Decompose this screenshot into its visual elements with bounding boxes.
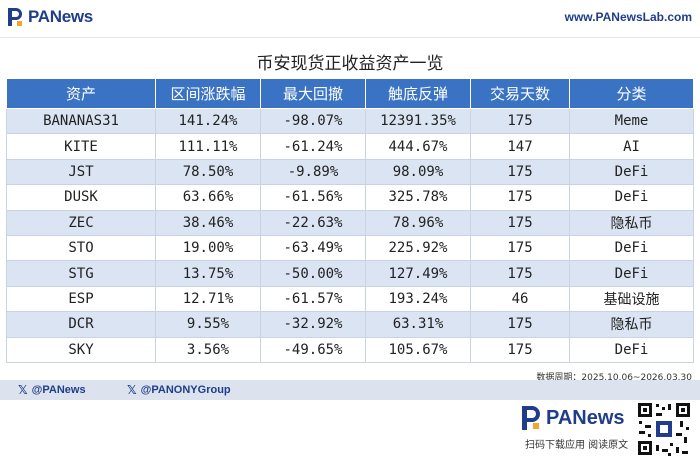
data-period-note: 数据周期：2025.10.06~2026.03.30 — [536, 373, 692, 383]
cell-max-drawdown: -61.56% — [260, 184, 366, 211]
cell-asset: ESP — [6, 285, 156, 313]
col-header-trading-days: 交易天数 — [470, 78, 570, 109]
cell-trading-days: 175 — [470, 209, 570, 236]
cell-max-drawdown: -50.00% — [260, 260, 366, 287]
cell-asset: DCR — [6, 311, 156, 338]
logo-text: PANews — [546, 406, 625, 429]
table-header-row: 资产 区间涨跌幅 最大回撤 触底反弹 交易天数 分类 — [6, 78, 694, 109]
cell-max-drawdown: -98.07% — [260, 107, 366, 135]
cell-asset: STO — [6, 234, 156, 262]
cell-range-change: 19.00% — [155, 234, 261, 262]
cell-max-drawdown: -22.63% — [260, 209, 366, 236]
cell-range-change: 12.71% — [155, 285, 261, 313]
cell-asset: STG — [6, 260, 156, 287]
cell-rebound: 98.09% — [365, 158, 471, 186]
site-url[interactable]: www.PANewsLab.com — [564, 10, 692, 24]
cell-rebound: 325.78% — [365, 184, 471, 211]
panews-logo-icon — [522, 406, 540, 430]
col-header-rebound: 触底反弹 — [365, 78, 471, 109]
social-panony[interactable]: 𝕏 @PANONYGroup — [127, 383, 231, 397]
header-bar: PANews www.PANewsLab.com — [0, 0, 700, 38]
social-panews[interactable]: 𝕏 @PANews — [18, 383, 86, 397]
qr-code-icon[interactable] — [636, 401, 692, 457]
cell-rebound: 12391.35% — [365, 107, 471, 135]
panews-logo-icon — [8, 8, 22, 26]
cell-trading-days: 175 — [470, 336, 570, 363]
cell-asset: SKY — [6, 336, 156, 363]
cell-category: Meme — [569, 107, 694, 135]
cell-asset: ZEC — [6, 209, 156, 236]
cell-max-drawdown: -9.89% — [260, 158, 366, 186]
cell-max-drawdown: -32.92% — [260, 311, 366, 338]
cell-rebound: 63.31% — [365, 311, 471, 338]
panews-logo[interactable]: PANews — [6, 6, 93, 28]
cell-rebound: 225.92% — [365, 234, 471, 262]
app-tagline: 扫码下载应用 阅读原文 — [525, 440, 629, 451]
footer-bar — [0, 380, 700, 400]
cell-category: DeFi — [569, 158, 694, 186]
cell-trading-days: 175 — [470, 158, 570, 186]
logo-text: PANews — [28, 7, 93, 26]
cell-trading-days: 175 — [470, 107, 570, 135]
x-icon: 𝕏 — [18, 383, 28, 397]
cell-trading-days: 175 — [470, 260, 570, 287]
cell-rebound: 127.49% — [365, 260, 471, 287]
cell-rebound: 444.67% — [365, 133, 471, 160]
cell-max-drawdown: -61.24% — [260, 133, 366, 160]
x-icon: 𝕏 — [127, 383, 137, 397]
cell-asset: JST — [6, 158, 156, 186]
cell-category: DeFi — [569, 184, 694, 211]
cell-range-change: 78.50% — [155, 158, 261, 186]
cell-range-change: 111.11% — [155, 133, 261, 160]
cell-max-drawdown: -63.49% — [260, 234, 366, 262]
social-handle: @PANONYGroup — [140, 384, 231, 396]
cell-category: 隐私币 — [569, 311, 694, 338]
social-handle: @PANews — [31, 384, 86, 396]
cell-asset: BANANAS31 — [6, 107, 156, 135]
cell-category: DeFi — [569, 336, 694, 363]
assets-table: 资产 区间涨跌幅 最大回撤 触底反弹 交易天数 分类 BANANAS31 141… — [6, 78, 694, 363]
table-row: SKY 3.56% -49.65% 105.67% 175 DeFi — [6, 336, 694, 363]
table-row: BANANAS31 141.24% -98.07% 12391.35% 175 … — [6, 107, 694, 135]
cell-range-change: 63.66% — [155, 184, 261, 211]
cell-trading-days: 175 — [470, 234, 570, 262]
col-header-range-change: 区间涨跌幅 — [155, 78, 261, 109]
cell-range-change: 141.24% — [155, 107, 261, 135]
cell-category: DeFi — [569, 260, 694, 287]
table-row: STG 13.75% -50.00% 127.49% 175 DeFi — [6, 260, 694, 287]
col-header-max-drawdown: 最大回撤 — [260, 78, 366, 109]
table-row: DCR 9.55% -32.92% 63.31% 175 隐私币 — [6, 311, 694, 338]
cell-asset: KITE — [6, 133, 156, 160]
cell-rebound: 78.96% — [365, 209, 471, 236]
table-title: 币安现货正收益资产一览 — [256, 54, 444, 74]
table-row: DUSK 63.66% -61.56% 325.78% 175 DeFi — [6, 184, 694, 211]
col-header-category: 分类 — [569, 78, 694, 109]
table-row: ESP 12.71% -61.57% 193.24% 46 基础设施 — [6, 285, 694, 313]
cell-range-change: 13.75% — [155, 260, 261, 287]
cell-category: 隐私币 — [569, 209, 694, 236]
table-row: KITE 111.11% -61.24% 444.67% 147 AI — [6, 133, 694, 160]
footer-logo[interactable]: PANews — [520, 404, 625, 432]
cell-category: AI — [569, 133, 694, 160]
cell-range-change: 3.56% — [155, 336, 261, 363]
cell-trading-days: 175 — [470, 311, 570, 338]
cell-asset: DUSK — [6, 184, 156, 211]
cell-rebound: 193.24% — [365, 285, 471, 313]
cell-category: DeFi — [569, 234, 694, 262]
cell-range-change: 38.46% — [155, 209, 261, 236]
cell-max-drawdown: -61.57% — [260, 285, 366, 313]
cell-range-change: 9.55% — [155, 311, 261, 338]
cell-trading-days: 175 — [470, 184, 570, 211]
table-row: STO 19.00% -63.49% 225.92% 175 DeFi — [6, 234, 694, 262]
cell-category: 基础设施 — [569, 285, 694, 313]
table-row: ZEC 38.46% -22.63% 78.96% 175 隐私币 — [6, 209, 694, 236]
table-row: JST 78.50% -9.89% 98.09% 175 DeFi — [6, 158, 694, 186]
cell-trading-days: 147 — [470, 133, 570, 160]
cell-rebound: 105.67% — [365, 336, 471, 363]
cell-trading-days: 46 — [470, 285, 570, 313]
cell-max-drawdown: -49.65% — [260, 336, 366, 363]
col-header-asset: 资产 — [6, 78, 156, 109]
